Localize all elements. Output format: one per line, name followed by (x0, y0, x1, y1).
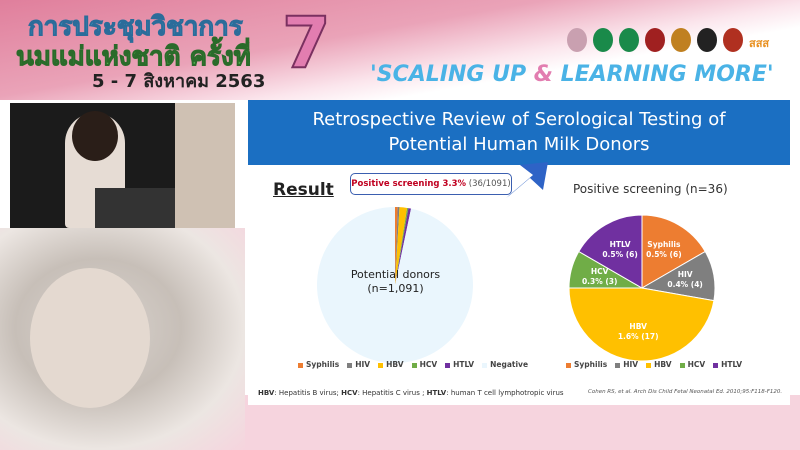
donors-label: Potential donors (n=1,091) (333, 268, 458, 296)
legend-swatch (713, 362, 719, 368)
slice-label-name: HIV (677, 270, 693, 280)
banner-background (0, 0, 800, 100)
legend-item: HIV (347, 360, 370, 369)
donors-count: (n=1,091) (367, 282, 424, 295)
slice-label-name: HCV (590, 266, 609, 276)
podium (95, 188, 190, 228)
result-heading: Result (273, 180, 334, 200)
slice-label-value: 0.3% (3) (581, 276, 618, 286)
pie-slice-htlv (395, 208, 412, 285)
slogan-amp: & (533, 62, 553, 87)
slice-label: Syphilis 0.5% (6) (636, 240, 692, 260)
legend-swatch (445, 362, 451, 368)
legend-swatch (347, 362, 353, 368)
logo-icon (697, 28, 717, 52)
positive-callout: Positive screening 3.3% (36/1091) (350, 173, 512, 195)
legend-item: HTLV (713, 360, 742, 369)
child-face (30, 268, 150, 408)
arrow-icon (506, 162, 548, 198)
legend-swatch (566, 362, 571, 368)
logo-icon (645, 28, 665, 52)
presentation-slide: Retrospective Review of Serological Test… (248, 100, 790, 405)
slice-label-name: Syphilis (647, 240, 681, 250)
legend-item: Syphilis (298, 360, 339, 369)
logo-icon (567, 28, 587, 52)
positive-pie-title: Positive screening (n=36) (573, 182, 728, 196)
slice-label: HTLV 0.5% (6) (592, 240, 648, 260)
pie-slice-hbv (568, 287, 715, 362)
callout-bold: Positive screening 3.3% (351, 179, 467, 189)
logo-icon (593, 28, 613, 52)
legend-swatch (378, 362, 384, 368)
slide-title-line: Retrospective Review of Serological Test… (312, 109, 726, 130)
fn-abbr: HCV (341, 389, 358, 397)
slogan-part: 'SCALING UP (370, 62, 534, 87)
citation: Cohen RS, et al. Arch Dis Child Fetal Ne… (588, 389, 783, 395)
legend-item: HIV (615, 360, 638, 369)
fn-abbr: HBV (258, 389, 275, 397)
conference-title: การประชุมวิชาการ (28, 12, 244, 43)
slice-label: HCV 0.3% (3) (572, 267, 628, 287)
legend-item: HBV (646, 360, 672, 369)
slide-title-line: Potential Human Milk Donors (388, 134, 650, 155)
slide-title: Retrospective Review of Serological Test… (248, 100, 790, 165)
logo-icon (619, 28, 639, 52)
legend-swatch (482, 362, 488, 368)
fn-abbr: HTLV (426, 389, 447, 397)
donors-label-line: Potential donors (350, 268, 441, 281)
slice-label-name: HTLV (609, 240, 631, 250)
pie-slice-syphilis (641, 214, 706, 289)
slice-label-name: HBV (629, 321, 647, 331)
sponsor-logos: สสส (567, 28, 769, 52)
legend-swatch (615, 362, 621, 368)
legend-item: HCV (411, 360, 437, 369)
callout-count: (36/1091) (466, 179, 511, 189)
legend-swatch (679, 362, 685, 368)
pie-slice-hbv (395, 207, 408, 285)
legend-item: Syphilis (566, 360, 607, 369)
slogan-part: LEARNING MORE' (552, 62, 774, 87)
slice-label-value: 0.5% (6) (602, 250, 638, 260)
speaker-hair (72, 111, 118, 161)
legend-item: HTLV (445, 360, 474, 369)
legend-item: HCV (679, 360, 705, 369)
slice-label-value: 0.5% (6) (646, 250, 682, 260)
footnote: HBV: Hepatitis B virus; HCV: Hepatitis C… (258, 389, 564, 397)
pie-slice-hiv (395, 207, 400, 285)
thaihealth-logo: สสส (749, 37, 770, 50)
conference-dates: 5 - 7 สิงหาคม 2563 (92, 71, 266, 92)
legend-item: HBV (378, 360, 404, 369)
pie-slice-htlv (578, 214, 643, 289)
legend-item: Negative (482, 360, 528, 369)
video-background-photo (175, 103, 235, 228)
logo-icon (723, 28, 743, 52)
logo-icon (671, 28, 691, 52)
slogan: 'SCALING UP & LEARNING MORE' (370, 62, 774, 87)
fn-text: : Hepatitis C virus ; (357, 389, 427, 397)
slice-label-value: 0.4% (4) (667, 280, 703, 290)
charts (317, 162, 716, 363)
slice-label-value: 1.6% (17) (617, 331, 659, 341)
speaker-video (10, 103, 235, 228)
conference-subtitle: นมแม่แห่งชาติ ครั้งที่ (16, 42, 252, 73)
slice-label: HIV 0.4% (4) (657, 270, 713, 290)
pie-slice-syphilis (395, 207, 398, 285)
pie-slice-negative (317, 207, 474, 363)
pie-slice-hcv (395, 207, 409, 285)
legend-left: Syphilis HIV HBV HCV HTLV Negative (298, 360, 528, 369)
edition-number: 7 (281, 1, 332, 85)
fn-text: : Hepatitis B virus; (274, 389, 342, 397)
child-photo (0, 228, 245, 450)
legend-swatch (411, 362, 417, 368)
slice-label: HBV 1.6% (17) (610, 322, 666, 342)
legend-swatch (646, 362, 652, 368)
fn-text: : human T cell lymphotropic virus (446, 389, 564, 397)
legend-swatch (298, 362, 303, 368)
legend-right: Syphilis HIV HBV HCV HTLV (566, 360, 742, 369)
